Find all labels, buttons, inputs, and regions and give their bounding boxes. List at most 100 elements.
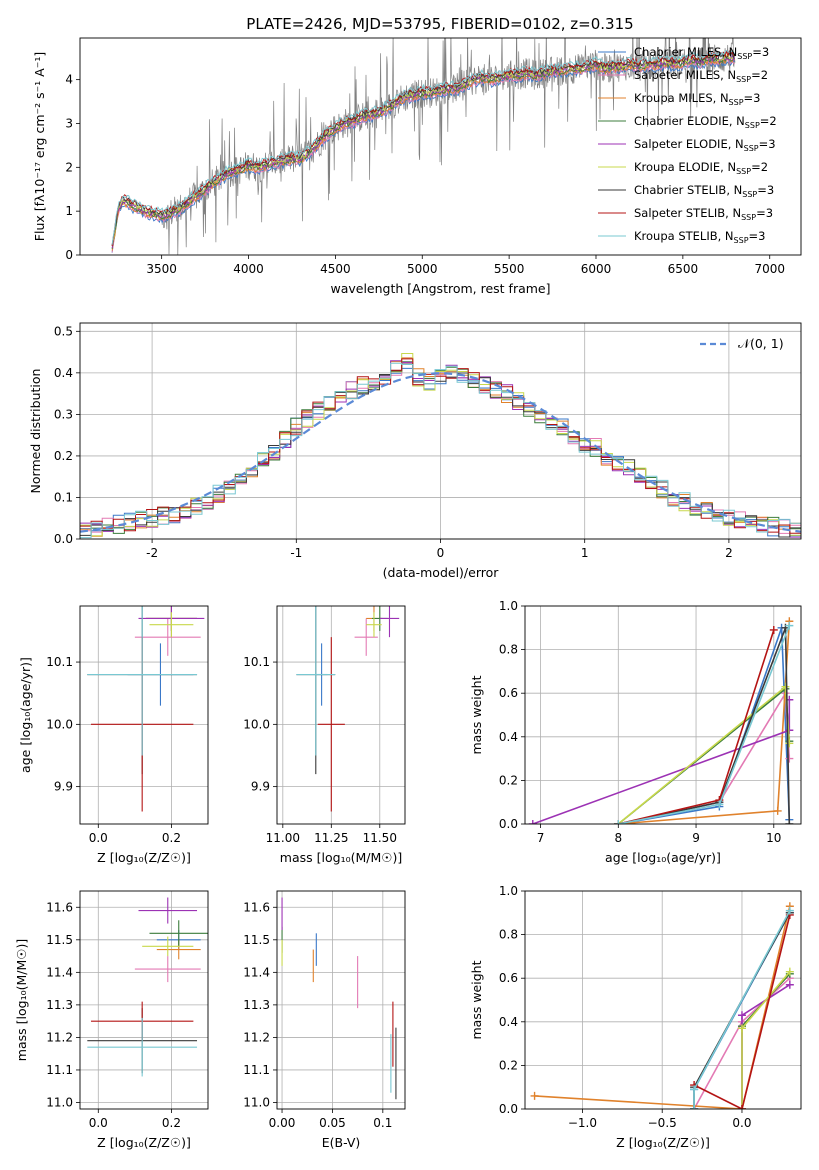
marker-kroupa-stelib	[715, 800, 724, 809]
marker-kroupa-miles	[530, 1091, 539, 1100]
axes-frame	[79, 605, 209, 825]
y-tick-label: 0.2	[499, 773, 518, 787]
legend-label: Kroupa STELIB, NSSP=3	[634, 229, 765, 245]
y-tick-label: 11.3	[243, 998, 270, 1012]
marker-salpeter-miles	[785, 754, 794, 763]
axes-frame	[524, 605, 802, 825]
legend-label: Chabrier MILES, NSSP=3	[634, 45, 769, 61]
plot-area	[111, 38, 736, 255]
panel-spectrum: 3500 4000 4500 5000 5500 6000 6500 7000 0 1 2 3 4 wav…	[32, 37, 802, 296]
y-tick-label: 11.1	[243, 1063, 270, 1077]
legend-label: 𝒩(0, 1)	[738, 336, 784, 351]
y-axis-label: age [log₁₀(age/yr)]	[18, 657, 33, 773]
panel-z-mass: 0.0 0.2 11.0 11.1 11.2 11.3 11.4 11.5 11.6 Z [log…	[14, 890, 209, 1150]
x-axis-label: Z [log₁₀(Z/Z☉)]	[97, 1135, 191, 1150]
y-tick-label: 2	[65, 160, 73, 174]
weights-kroupa-stelib	[618, 625, 791, 824]
panel-residuals: -2 -1 0 1 2 0.0 0.1 0.2 0.3 0.4 0.5 (data-model)/er…	[28, 322, 802, 580]
x-tick-label: −1.0	[568, 1116, 597, 1130]
x-tick-label: 8	[614, 831, 622, 845]
panel-ebv-mass: 0.00 0.05 0.1 11.0 11.1 11.2 11.3 11.4 11.5 11.6 E…	[243, 890, 406, 1150]
x-tick-label: 0.0	[89, 1116, 108, 1130]
axes-frame	[276, 890, 406, 1110]
figure-title: PLATE=2426, MJD=53795, FIBERID=0102, z=0…	[246, 15, 633, 33]
x-tick-label: 10	[766, 831, 781, 845]
marker-kroupa-stelib	[785, 621, 794, 630]
model-kroupa-stelib	[111, 50, 736, 245]
y-tick-label: 11.0	[243, 1095, 270, 1109]
y-tick-label: 3	[65, 116, 73, 130]
y-tick-label: 11.0	[46, 1095, 73, 1109]
y-tick-label: 0.4	[499, 1015, 518, 1029]
x-tick-label: 6000	[581, 262, 612, 276]
x-tick-label: 0.05	[319, 1116, 346, 1130]
weights-chabrier-miles	[618, 627, 791, 824]
y-tick-label: 0.6	[499, 971, 518, 985]
y-tick-label: 11.2	[243, 1030, 270, 1044]
legend-label: Kroupa ELODIE, NSSP=2	[634, 160, 768, 176]
marker-kroupa-elodie	[781, 682, 790, 691]
axes-frame	[79, 37, 802, 256]
x-axis-label: (data-model)/error	[383, 565, 500, 580]
marker-kroupa-stelib	[614, 820, 623, 824]
x-tick-label: 0.00	[269, 1116, 296, 1130]
y-axis-label: Flux [fλ10⁻¹⁷ erg cm⁻² s⁻¹ A⁻¹]	[32, 52, 47, 241]
marker-salpeter-elodie	[785, 980, 794, 989]
marker-salpeter-elodie	[737, 1011, 746, 1020]
axes-frame	[276, 605, 406, 825]
y-tick-label: 10.0	[46, 717, 73, 731]
x-axis-label: mass [log₁₀(M/M☉)]	[280, 850, 402, 865]
x-tick-label: 7	[537, 831, 545, 845]
plot-area	[296, 606, 400, 812]
x-tick-label: 6500	[668, 262, 699, 276]
plot-area	[528, 617, 794, 824]
marker-kroupa-stelib	[690, 1085, 699, 1094]
x-axis-label: E(B-V)	[322, 1135, 361, 1150]
x-tick-label: 3500	[146, 262, 177, 276]
x-tick-label: 0.1	[373, 1116, 392, 1130]
y-tick-label: 0.0	[499, 817, 518, 831]
x-tick-label: 4000	[233, 262, 264, 276]
marker-salpeter-elodie	[528, 820, 537, 824]
y-tick-label: 0.4	[499, 730, 518, 744]
weights-kroupa-elodie	[741, 971, 791, 1109]
y-tick-label: 0.5	[54, 324, 73, 338]
legend-label: Salpeter ELODIE, NSSP=3	[634, 137, 776, 153]
y-tick-label: 0.0	[499, 1102, 518, 1116]
x-tick-label: 4500	[320, 262, 351, 276]
weights-salpeter-stelib	[693, 914, 791, 1109]
spectrum-legend: Chabrier MILES, NSSP=3 Salpeter MILES, NS…	[598, 45, 777, 245]
x-tick-label: 5000	[407, 262, 438, 276]
x-tick-label: 11.50	[363, 831, 397, 845]
x-tick-label: 7000	[754, 262, 785, 276]
y-tick-label: 11.3	[46, 998, 73, 1012]
x-tick-label: 0.0	[89, 831, 108, 845]
marker-salpeter-stelib	[769, 625, 778, 634]
model-salpeter-elodie	[111, 54, 736, 249]
weights-chabrier-stelib	[618, 627, 791, 824]
y-tick-label: 11.6	[46, 900, 73, 914]
y-tick-label: 0.4	[54, 366, 73, 380]
x-tick-label: −0.5	[648, 1116, 677, 1130]
y-tick-label: 1.0	[499, 884, 518, 898]
legend-label: Salpeter STELIB, NSSP=3	[634, 206, 773, 222]
plot-area	[281, 897, 397, 1100]
plot-area	[530, 902, 794, 1109]
y-tick-label: 1	[65, 204, 73, 218]
y-tick-label: 0.3	[54, 407, 73, 421]
x-tick-label: 0	[437, 546, 445, 560]
legend-label: Chabrier STELIB, NSSP=3	[634, 183, 774, 199]
marker-kroupa-stelib	[785, 906, 794, 915]
x-axis-label: Z [log₁₀(Z/Z☉)]	[97, 850, 191, 865]
y-tick-label: 10.0	[243, 717, 270, 731]
marker-kroupa-miles	[773, 806, 782, 815]
plot-area	[80, 353, 801, 539]
panel-mass-age: 11.00 11.25 11.50 9.9 10.0 10.1 mass [log₁₀(M/…	[243, 605, 406, 865]
y-axis-label: mass weight	[469, 960, 484, 1039]
plot-area	[87, 606, 205, 812]
weights-kroupa-miles	[618, 621, 791, 824]
y-tick-label: 11.1	[46, 1063, 73, 1077]
x-tick-label: -1	[290, 546, 302, 560]
x-tick-label: 5500	[494, 262, 525, 276]
y-tick-label: 11.4	[243, 965, 270, 979]
